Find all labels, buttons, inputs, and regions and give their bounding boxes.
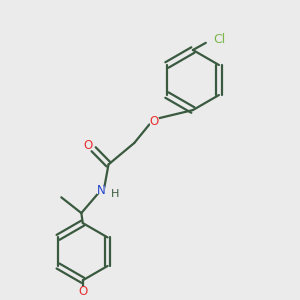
- Text: H: H: [111, 189, 119, 199]
- Text: N: N: [97, 184, 106, 197]
- Text: O: O: [78, 285, 87, 298]
- Bar: [85, 142, 92, 150]
- Bar: [150, 118, 159, 125]
- Bar: [98, 186, 105, 194]
- Text: O: O: [84, 139, 93, 152]
- Bar: [79, 287, 87, 295]
- Text: Cl: Cl: [213, 33, 225, 46]
- Text: O: O: [150, 115, 159, 128]
